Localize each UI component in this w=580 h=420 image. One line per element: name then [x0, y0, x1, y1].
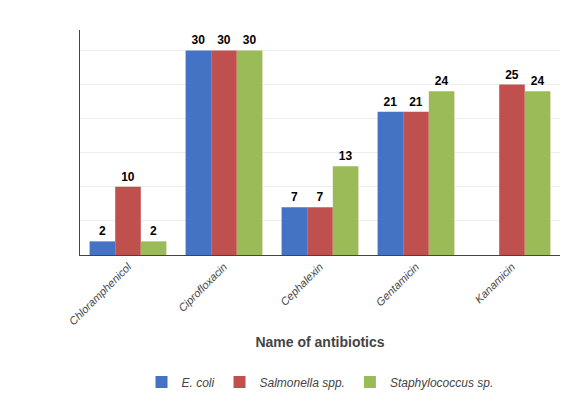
svg-text:Salmonella spp.: Salmonella spp. [260, 376, 345, 390]
svg-text:30: 30 [243, 33, 257, 47]
svg-text:10: 10 [121, 170, 135, 184]
svg-text:25: 25 [505, 68, 519, 82]
svg-text:21: 21 [384, 95, 398, 109]
svg-text:7: 7 [291, 190, 298, 204]
svg-text:2: 2 [99, 224, 106, 238]
svg-text:30: 30 [192, 33, 206, 47]
svg-text:7: 7 [317, 190, 324, 204]
svg-text:30: 30 [217, 33, 231, 47]
svg-text:24: 24 [531, 74, 545, 88]
svg-text:13: 13 [339, 149, 353, 163]
svg-text:Chloramphenicol: Chloramphenicol [66, 260, 133, 327]
svg-text:Ciprofloxacin: Ciprofloxacin [176, 261, 229, 314]
svg-text:2: 2 [150, 224, 157, 238]
svg-text:21: 21 [409, 95, 423, 109]
svg-text:E. coli: E. coli [182, 376, 215, 390]
svg-text:Gentamicin: Gentamicin [373, 261, 421, 309]
svg-text:Name of antibiotics: Name of antibiotics [255, 334, 384, 350]
svg-text:Staphylococcus sp.: Staphylococcus sp. [390, 376, 493, 390]
svg-text:Kanamicin: Kanamicin [473, 261, 518, 306]
svg-text:Cephalexin: Cephalexin [278, 261, 325, 308]
svg-text:24: 24 [435, 74, 449, 88]
